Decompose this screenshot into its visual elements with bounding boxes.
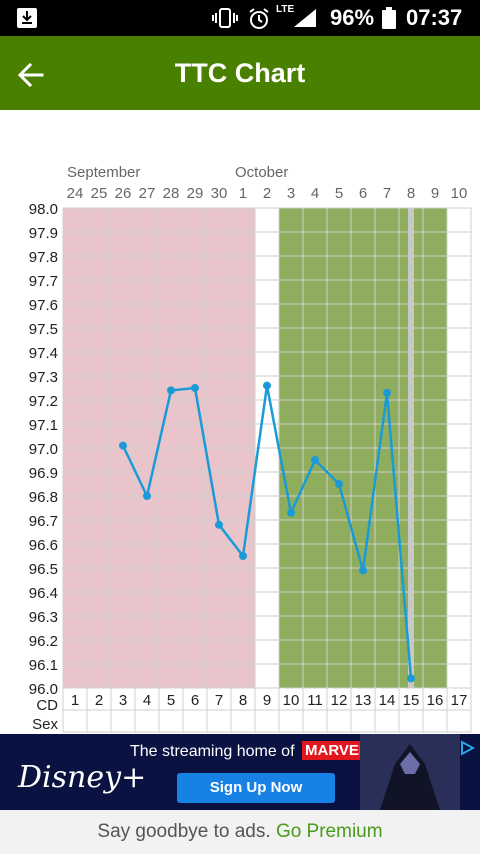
network-type: LTE [276, 4, 295, 15]
temperature-point [287, 508, 295, 517]
y-tick-label: 96.9 [29, 465, 58, 482]
y-tick-label: 97.2 [29, 393, 58, 410]
month-label: October [235, 164, 288, 181]
date-label: 29 [187, 185, 204, 202]
y-tick-label: 97.3 [29, 369, 58, 386]
cycle-day-label: 1 [71, 692, 79, 709]
go-premium-link[interactable]: Go Premium [275, 821, 383, 842]
y-tick-label: 97.8 [29, 249, 58, 266]
alarm-icon [249, 8, 269, 29]
disney-plus-logo: Disney+ [18, 760, 147, 795]
ad-tagline: The streaming home of [130, 743, 295, 760]
ad-banner[interactable]: Disney+ The streaming home of MARVEL Sig… [0, 734, 480, 810]
temperature-point [407, 674, 415, 683]
battery-percent: 96% [330, 5, 375, 30]
temperature-point [359, 566, 367, 575]
y-tick-label: 97.7 [29, 273, 58, 290]
ttc-chart: 98.0 97.9 97.8 97.7 97.6 97.5 97.4 97.3 97.2 97.1… [29, 164, 472, 733]
y-tick-label: 97.0 [29, 441, 58, 458]
temperature-point [143, 492, 151, 500]
date-label: 2 [263, 185, 271, 202]
cycle-day-label: 9 [263, 692, 271, 709]
y-tick-label: 97.9 [29, 225, 58, 242]
vibrate-icon [212, 8, 238, 28]
y-tick-label: 96.7 [29, 513, 58, 530]
temperature-point [335, 480, 343, 488]
cycle-day-label: 17 [451, 692, 468, 709]
sign-up-button[interactable]: Sign Up Now [177, 773, 335, 803]
premium-bar: Say goodbye to ads. Go Premium [0, 810, 480, 854]
cycle-day-label: 14 [379, 692, 396, 709]
date-label: 6 [359, 185, 367, 202]
temperature-point [191, 384, 199, 392]
cycle-day-label: 6 [191, 692, 199, 709]
cycle-day-label: 13 [355, 692, 372, 709]
premium-text: Say goodbye to ads. [97, 821, 271, 842]
y-tick-label: 97.1 [29, 417, 58, 434]
y-tick-label: 96.3 [29, 609, 58, 626]
date-label: 24 [67, 185, 84, 202]
temperature-series [119, 381, 415, 683]
date-label: 26 [115, 185, 132, 202]
cycle-day-label: 7 [215, 692, 223, 709]
cycle-day-label: 10 [283, 692, 300, 709]
date-label: 4 [311, 185, 319, 202]
temperature-point [119, 441, 127, 450]
chart-labels: 98.0 97.9 97.8 97.7 97.6 97.5 97.4 97.3 97.2 97.1… [29, 164, 468, 733]
y-tick-label: 97.5 [29, 321, 58, 338]
page-title: TTC Chart [174, 58, 306, 88]
temperature-point [167, 386, 175, 395]
cycle-day-label: 5 [167, 692, 175, 709]
cycle-day-label: 4 [143, 692, 151, 709]
temperature-point [383, 388, 391, 397]
superhero-image [360, 734, 460, 810]
y-tick-label: 96.2 [29, 633, 58, 650]
cycle-day-label: 8 [239, 692, 247, 709]
adchoices-icon[interactable] [459, 740, 475, 756]
date-label: 25 [91, 185, 108, 202]
cycle-day-label: 12 [331, 692, 348, 709]
y-tick-label: 96.4 [29, 585, 58, 602]
battery-icon [382, 7, 396, 29]
y-tick-label: 98.0 [29, 201, 58, 218]
cycle-day-label: 3 [119, 692, 127, 709]
temperature-point [215, 520, 223, 529]
temperature-point [311, 456, 319, 464]
date-label: 30 [211, 185, 228, 202]
y-tick-label: 96.5 [29, 561, 58, 578]
temperature-point [239, 552, 247, 560]
y-tick-label: 96.0 [29, 681, 58, 698]
y-tick-label: 96.6 [29, 537, 58, 554]
y-tick-label: 96.8 [29, 489, 58, 506]
date-label: 10 [451, 185, 468, 202]
app-bar: TTC Chart [0, 36, 480, 110]
marvel-logo: MARVEL [302, 741, 372, 760]
date-label: 9 [431, 185, 439, 202]
y-tick-label: 97.4 [29, 345, 58, 362]
y-tick-label: 97.6 [29, 297, 58, 314]
date-label: 1 [239, 185, 247, 202]
back-arrow-icon[interactable] [14, 58, 48, 92]
date-label: 8 [407, 185, 415, 202]
date-label: 28 [163, 185, 180, 202]
signal-icon [294, 9, 316, 27]
status-bar: LTE 96% 07:37 [0, 0, 480, 36]
clock: 07:37 [406, 5, 463, 30]
date-label: 7 [383, 185, 391, 202]
date-label: 27 [139, 185, 156, 202]
cycle-day-label: 15 [403, 692, 420, 709]
cycle-day-label: 2 [95, 692, 103, 709]
download-notification-icon [17, 8, 37, 28]
month-label: September [67, 164, 140, 181]
cd-row-label: CD [36, 697, 58, 714]
cycle-day-label: 16 [427, 692, 444, 709]
y-tick-label: 96.1 [29, 657, 58, 674]
date-label: 3 [287, 185, 295, 202]
temperature-point [263, 381, 271, 390]
date-label: 5 [335, 185, 343, 202]
cycle-day-label: 11 [307, 692, 323, 709]
sex-row-label: Sex [32, 716, 58, 733]
